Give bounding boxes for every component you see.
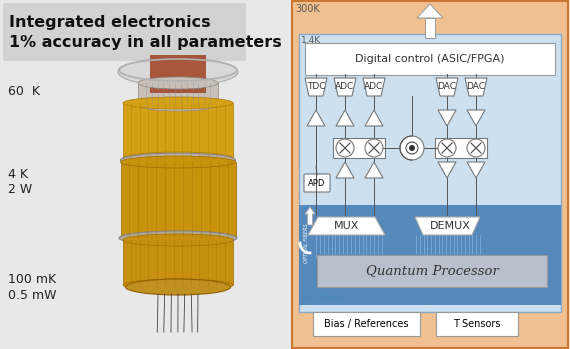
Text: T Sensors: T Sensors	[453, 319, 501, 329]
Text: 1% accuracy in all parameters: 1% accuracy in all parameters	[9, 35, 282, 50]
Bar	[3, 3, 246, 61]
Text: APD: APD	[308, 178, 325, 187]
Text: 0.5 mW: 0.5 mW	[8, 289, 56, 302]
Bar	[138, 83, 218, 105]
Bar	[0, 0, 287, 349]
Polygon shape	[438, 110, 456, 126]
Polygon shape	[417, 4, 443, 18]
Text: 4 K: 4 K	[8, 168, 28, 181]
Polygon shape	[467, 162, 485, 178]
Text: DEMUX: DEMUX	[430, 221, 470, 231]
Ellipse shape	[123, 152, 233, 164]
Text: 60  K: 60 K	[8, 85, 40, 98]
Polygon shape	[334, 78, 356, 96]
Ellipse shape	[123, 234, 233, 246]
Text: 300K: 300K	[295, 4, 320, 14]
Text: ADC: ADC	[364, 82, 384, 91]
FancyBboxPatch shape	[299, 34, 561, 312]
Text: ADC: ADC	[335, 82, 355, 91]
Polygon shape	[307, 110, 325, 126]
Text: DAC: DAC	[466, 82, 486, 91]
Polygon shape	[308, 217, 385, 235]
Polygon shape	[415, 217, 480, 235]
Text: 100 mK: 100 mK	[8, 273, 56, 286]
Ellipse shape	[120, 231, 235, 243]
Circle shape	[400, 136, 424, 160]
Bar	[150, 55, 206, 93]
FancyBboxPatch shape	[436, 312, 518, 336]
Text: Digital control (ASIC/FPGA): Digital control (ASIC/FPGA)	[355, 54, 505, 64]
FancyBboxPatch shape	[317, 255, 547, 287]
Text: 1.4K: 1.4K	[301, 36, 321, 45]
Ellipse shape	[138, 77, 218, 89]
Polygon shape	[436, 78, 458, 96]
Bar	[435, 138, 487, 158]
Polygon shape	[363, 78, 385, 96]
FancyBboxPatch shape	[305, 43, 555, 75]
Text: DAC: DAC	[438, 82, 457, 91]
Bar	[120, 162, 235, 237]
Bar	[123, 103, 233, 158]
Text: Integrated electronics: Integrated electronics	[9, 15, 211, 30]
Text: 20-100mK: 20-100mK	[301, 295, 344, 304]
Polygon shape	[305, 78, 327, 96]
Polygon shape	[336, 162, 354, 178]
Circle shape	[409, 145, 415, 151]
Text: MUX: MUX	[335, 221, 360, 231]
Polygon shape	[336, 110, 354, 126]
Polygon shape	[365, 110, 383, 126]
Circle shape	[365, 139, 383, 157]
Polygon shape	[467, 110, 485, 126]
Ellipse shape	[123, 97, 233, 109]
Text: 2 W: 2 W	[8, 183, 32, 196]
Polygon shape	[365, 162, 383, 178]
Text: OPTICAL FIBERS: OPTICAL FIBERS	[303, 223, 308, 263]
Bar	[299, 205, 561, 305]
Ellipse shape	[118, 58, 238, 86]
Bar	[123, 240, 233, 285]
Text: Quantum Processor: Quantum Processor	[365, 265, 498, 277]
Bar	[425, 18, 435, 38]
Ellipse shape	[120, 156, 235, 168]
Ellipse shape	[138, 99, 218, 111]
Circle shape	[336, 139, 354, 157]
Bar	[333, 138, 385, 158]
Circle shape	[438, 139, 456, 157]
Ellipse shape	[119, 231, 237, 245]
Ellipse shape	[123, 279, 233, 291]
Ellipse shape	[125, 279, 230, 295]
FancyBboxPatch shape	[304, 174, 330, 192]
FancyArrow shape	[305, 207, 315, 225]
Ellipse shape	[120, 153, 235, 167]
Circle shape	[467, 139, 485, 157]
Polygon shape	[438, 162, 456, 178]
Text: Bias / References: Bias / References	[324, 319, 408, 329]
FancyBboxPatch shape	[292, 1, 568, 348]
Text: TDC: TDC	[307, 82, 325, 91]
Polygon shape	[465, 78, 487, 96]
FancyBboxPatch shape	[313, 312, 420, 336]
